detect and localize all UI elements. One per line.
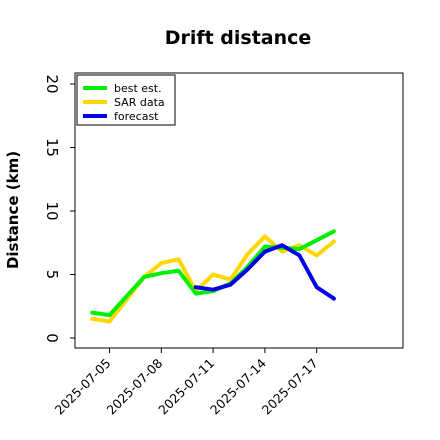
legend-label: forecast bbox=[114, 110, 159, 123]
x-tick-label: 2025-07-17 bbox=[259, 356, 321, 418]
y-tick-label: 10 bbox=[43, 201, 61, 220]
y-axis: 0 5 10 15 20 bbox=[43, 74, 75, 343]
series-lines bbox=[90, 229, 336, 324]
y-tick-label: 0 bbox=[43, 333, 61, 343]
legend-label: SAR data bbox=[114, 96, 165, 109]
legend-label: best est. bbox=[114, 82, 162, 95]
y-tick-label: 5 bbox=[43, 270, 61, 280]
x-axis: 2025-07-052025-07-082025-07-112025-07-14… bbox=[52, 348, 321, 417]
series-line-forecast bbox=[193, 243, 336, 301]
y-tick-label: 15 bbox=[43, 138, 61, 157]
chart-title: Drift distance bbox=[165, 27, 312, 49]
y-axis-label: Distance (km) bbox=[4, 151, 22, 269]
y-tick-label: 20 bbox=[43, 74, 61, 93]
